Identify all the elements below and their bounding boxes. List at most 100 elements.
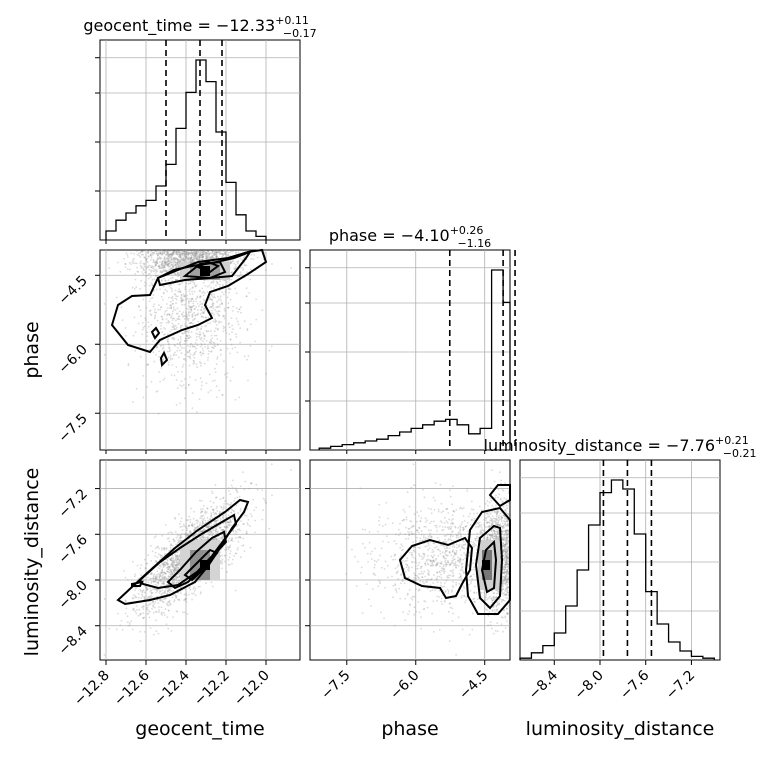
sample-point <box>183 252 186 255</box>
sample-point <box>161 261 164 264</box>
sample-point <box>171 297 174 300</box>
sample-point <box>193 318 196 321</box>
sample-point <box>173 581 176 583</box>
sample-point <box>176 258 179 261</box>
sample-point <box>345 573 348 575</box>
sample-point <box>172 324 175 327</box>
sample-point <box>192 535 195 538</box>
sample-point <box>187 331 190 334</box>
sample-point <box>192 302 195 305</box>
sample-point <box>178 318 181 320</box>
sample-point <box>131 401 134 403</box>
sample-point <box>176 533 179 536</box>
sample-point <box>176 326 178 329</box>
sample-point <box>151 251 154 254</box>
sample-point <box>201 347 204 350</box>
sample-point <box>140 279 143 282</box>
sample-point <box>198 258 201 261</box>
sample-point <box>187 258 190 261</box>
sample-point <box>185 594 188 596</box>
sample-point <box>213 342 216 344</box>
sample-point <box>154 600 157 603</box>
sample-point <box>143 325 146 328</box>
sample-point <box>193 353 196 355</box>
sample-point <box>216 328 219 331</box>
sample-point <box>483 530 485 533</box>
sample-point <box>247 355 250 357</box>
sample-point <box>173 374 176 377</box>
sample-point <box>157 632 160 635</box>
sample-point <box>412 549 415 552</box>
sample-point <box>164 524 167 526</box>
sample-point <box>192 362 195 365</box>
sample-point <box>152 574 155 577</box>
sample-point <box>166 350 169 353</box>
sample-point <box>136 270 139 273</box>
sample-point <box>200 499 203 502</box>
sample-point <box>169 253 172 255</box>
sample-point <box>235 336 238 338</box>
sample-point <box>186 325 189 328</box>
sample-point <box>208 284 211 287</box>
sample-point <box>158 553 160 556</box>
grid-layer <box>100 40 720 660</box>
sample-point <box>440 560 443 563</box>
sample-point <box>210 293 213 295</box>
sample-point <box>377 530 379 533</box>
sample-point <box>142 617 145 619</box>
sample-point <box>194 252 197 255</box>
sample-point <box>174 264 176 267</box>
sample-point <box>141 595 144 598</box>
sample-point <box>238 308 241 311</box>
sample-point <box>130 252 133 255</box>
sample-point <box>177 290 180 293</box>
sample-point <box>246 329 249 332</box>
sample-point <box>225 332 228 334</box>
sample-point <box>218 527 221 529</box>
sample-point <box>196 256 199 258</box>
sample-point <box>154 264 157 266</box>
sample-point <box>191 392 194 395</box>
sample-point <box>161 264 164 267</box>
sample-point <box>218 314 221 317</box>
sample-point <box>237 262 239 265</box>
sample-point <box>194 314 197 317</box>
sample-point <box>178 256 180 258</box>
sample-point <box>108 267 111 270</box>
sample-point <box>168 350 171 352</box>
sample-point <box>147 321 150 324</box>
sample-point <box>138 306 140 308</box>
sample-point <box>138 596 140 599</box>
sample-point <box>231 486 234 489</box>
sample-point <box>227 288 230 290</box>
sample-point <box>211 492 214 495</box>
sample-point <box>176 259 179 261</box>
sample-point <box>167 627 170 630</box>
sample-point <box>202 349 205 352</box>
sample-point <box>172 299 175 302</box>
sample-point <box>169 268 172 270</box>
sample-point <box>194 285 197 287</box>
sample-point <box>456 546 458 549</box>
sample-point <box>163 614 166 616</box>
sample-point <box>205 255 207 257</box>
sample-point <box>469 582 472 585</box>
sample-point <box>156 275 159 277</box>
sample-point <box>216 282 219 285</box>
sample-point <box>165 260 167 263</box>
sample-point <box>158 371 161 373</box>
sample-point <box>194 379 197 381</box>
sample-point <box>219 498 222 501</box>
sample-point <box>232 305 235 308</box>
sample-point <box>196 258 198 261</box>
sample-point <box>168 284 171 287</box>
sample-point <box>167 262 170 265</box>
sample-point <box>202 312 204 314</box>
sample-point <box>468 512 471 515</box>
sample-point <box>154 265 157 268</box>
sample-point <box>158 567 161 570</box>
sample-point <box>214 367 216 370</box>
sample-point <box>177 252 180 254</box>
sample-point <box>155 274 157 277</box>
sample-point <box>171 357 174 360</box>
